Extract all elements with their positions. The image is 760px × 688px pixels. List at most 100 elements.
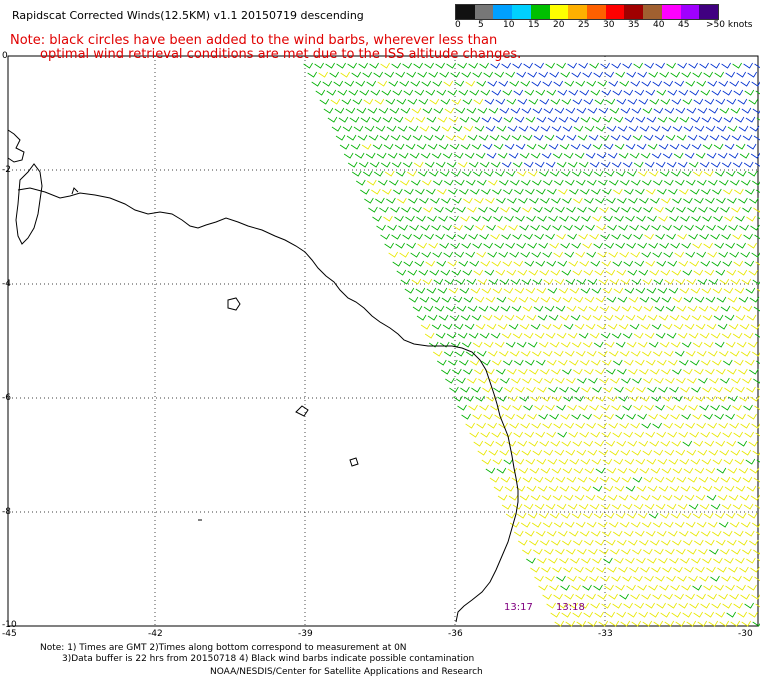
wind-barb [372, 215, 382, 222]
wind-barb [610, 476, 621, 483]
wind-barb [646, 287, 657, 294]
wind-barb [605, 611, 615, 618]
wind-barb [742, 134, 753, 141]
wind-barb [607, 323, 618, 330]
wind-barb [588, 305, 599, 312]
wind-barb [567, 161, 578, 168]
wind-barb [643, 377, 653, 384]
wind-barb [734, 287, 745, 294]
wind-barb [604, 341, 615, 348]
wind-barb [540, 296, 551, 303]
wind-barb [613, 359, 623, 366]
wind-barb [602, 458, 613, 465]
wind-barb [755, 261, 760, 266]
wind-barb [483, 242, 493, 249]
wind-barb [580, 458, 591, 465]
wind-barb [623, 530, 634, 537]
wind-barb [593, 512, 604, 519]
wind-barb [604, 512, 615, 519]
wind-barb [490, 233, 500, 240]
wind-barb [541, 395, 551, 402]
wind-barb [522, 305, 533, 312]
wind-barb [635, 359, 645, 366]
wind-barb [640, 566, 650, 573]
wind-barb [638, 98, 649, 105]
island [71, 187, 79, 195]
wind-barb [404, 287, 415, 294]
wind-barb [509, 251, 519, 258]
wind-barb [487, 350, 498, 357]
wind-barb [549, 242, 559, 249]
wind-barb [734, 188, 744, 195]
wind-barb [577, 134, 588, 141]
wind-barb [570, 143, 581, 150]
wind-barb [649, 98, 660, 105]
wind-barb [702, 485, 713, 492]
wind-barb [659, 512, 670, 519]
wind-barb [551, 539, 561, 546]
wind-barb [465, 251, 475, 258]
wind-barb [740, 251, 750, 258]
wind-barb [728, 152, 739, 159]
wind-barb [468, 404, 478, 411]
wind-barb [572, 611, 582, 618]
wind-barb [658, 485, 669, 492]
wind-barb [378, 179, 388, 186]
wind-barb [573, 125, 584, 132]
wind-barb [713, 143, 724, 150]
wind-barb [360, 188, 370, 195]
wind-barb [406, 170, 417, 177]
wind-barb [525, 116, 536, 123]
wind-barb [597, 350, 608, 357]
wind-barb [554, 278, 565, 285]
wind-barb [543, 278, 554, 285]
wind-barb [373, 71, 383, 78]
wind-barb [729, 350, 740, 357]
wind-barb [442, 323, 453, 330]
wind-barb [589, 503, 600, 510]
wind-barb [437, 188, 447, 195]
wind-barb [733, 530, 744, 537]
wind-barb [609, 449, 620, 456]
wind-barb [656, 431, 666, 438]
wind-barb [662, 323, 673, 330]
wind-barb [411, 107, 422, 114]
wind-barb [530, 494, 541, 501]
wind-barb [654, 305, 665, 312]
wind-barb [751, 423, 760, 429]
wind-barb [694, 467, 705, 474]
island [295, 405, 309, 417]
wind-barb [426, 188, 436, 195]
wind-barb [584, 368, 594, 375]
wind-barb [651, 224, 661, 231]
wind-barb [666, 503, 677, 510]
wind-barb [564, 350, 575, 357]
wind-barb [393, 188, 403, 195]
wind-barb [374, 98, 385, 105]
wind-barb [668, 116, 679, 123]
wind-barb [600, 233, 610, 240]
wind-barb [571, 512, 582, 519]
wind-barb [581, 485, 592, 492]
wind-barb [544, 548, 554, 555]
wind-barb [664, 278, 675, 285]
wind-barb [690, 458, 701, 465]
wind-barb [571, 413, 581, 420]
wind-barb [685, 422, 695, 429]
wind-barb [610, 548, 620, 555]
wind-barb [500, 377, 510, 384]
wind-barb [455, 107, 466, 114]
wind-barb [709, 134, 720, 141]
wind-barb [674, 251, 684, 258]
wind-barb [628, 467, 639, 474]
wind-barb [520, 350, 531, 357]
wind-barb [603, 314, 614, 321]
wind-barb [537, 143, 548, 150]
wind-barb [736, 584, 746, 591]
wind-barb [611, 404, 621, 411]
wind-barb [751, 522, 760, 528]
wind-barb [547, 359, 557, 366]
wind-barb [727, 296, 738, 303]
wind-barb [509, 350, 520, 357]
wind-barb [713, 215, 723, 222]
